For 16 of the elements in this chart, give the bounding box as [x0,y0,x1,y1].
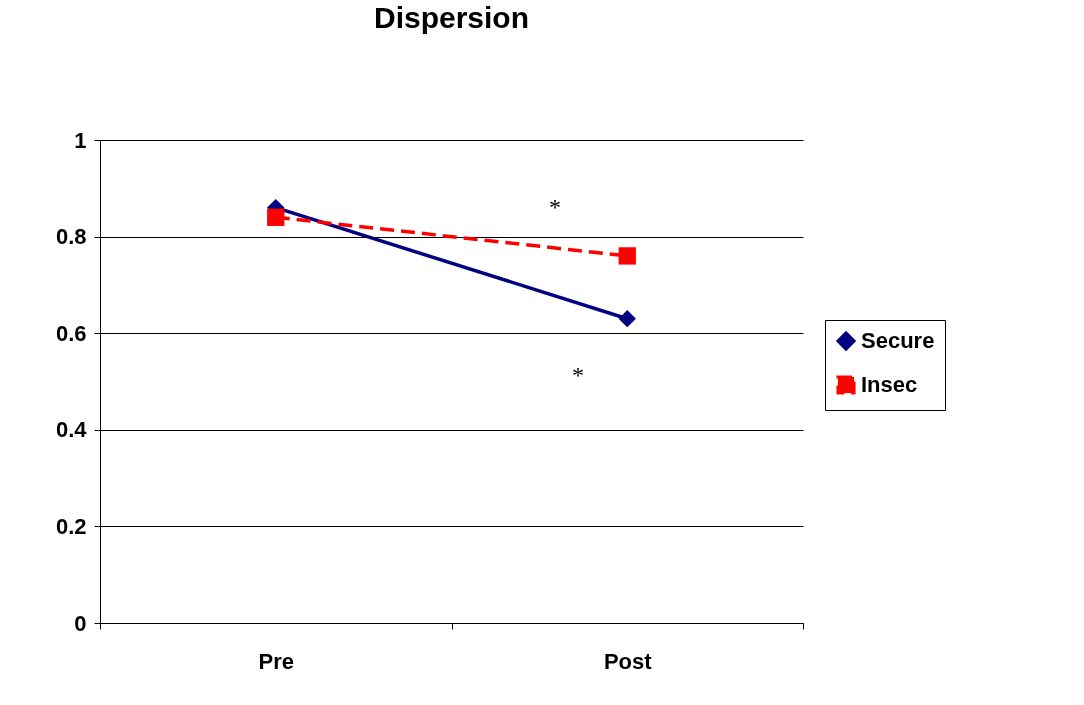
y-tick-label: 0.2 [55,513,87,539]
chart-title: Dispersion [373,1,530,34]
legend-label: Insec [861,372,918,397]
y-tick-label: 1 [74,127,87,153]
annotation: * [549,194,561,220]
legend-label: Secure [861,328,935,353]
x-tick-label: Post [603,648,653,674]
y-tick-label: 0.8 [55,224,87,250]
x-tick-label: Pre [258,648,294,674]
point [618,310,636,328]
point [618,247,636,265]
y-tick-label: 0.6 [55,320,87,346]
annotation: * [572,362,584,388]
point [267,208,285,226]
y-tick-label: 0 [74,610,87,636]
y-tick-label: 0.4 [55,417,88,443]
